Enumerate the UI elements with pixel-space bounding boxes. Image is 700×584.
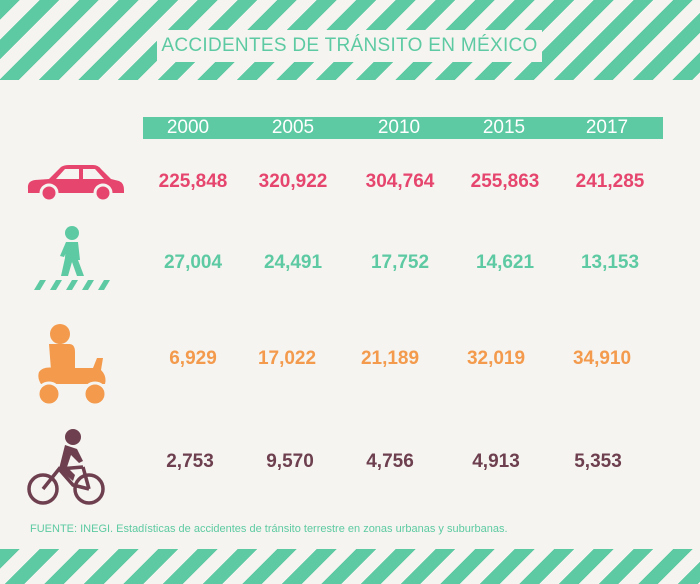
value-cell: 304,764 bbox=[365, 171, 435, 192]
year-header-bar: 2000 2005 2010 2015 2017 bbox=[143, 117, 663, 139]
value-cell: 32,019 bbox=[466, 348, 526, 369]
car-accidents-row: 225,848 320,922 304,764 255,863 241,285 bbox=[0, 155, 700, 215]
pedestrian-accidents-row: 27,004 24,491 17,752 14,621 13,153 bbox=[0, 222, 700, 292]
year-header: 2010 bbox=[377, 117, 421, 138]
car-icon bbox=[27, 165, 125, 203]
value-cell: 2,753 bbox=[166, 451, 214, 472]
value-cell: 13,153 bbox=[580, 252, 640, 273]
bottom-stripe-band bbox=[0, 549, 700, 584]
value-cell: 27,004 bbox=[163, 252, 223, 273]
value-cell: 4,913 bbox=[472, 451, 520, 472]
year-header: 2015 bbox=[482, 117, 526, 138]
motorcycle-accidents-row: 6,929 17,022 21,189 32,019 34,910 bbox=[0, 318, 700, 408]
value-cell: 6,929 bbox=[169, 348, 217, 369]
value-cell: 241,285 bbox=[575, 171, 645, 192]
value-cell: 4,756 bbox=[366, 451, 414, 472]
value-cell: 14,621 bbox=[475, 252, 535, 273]
value-cell: 255,863 bbox=[470, 171, 540, 192]
bicycle-icon bbox=[27, 429, 105, 505]
bicycle-accidents-row: 2,753 9,570 4,756 4,913 5,353 bbox=[0, 425, 700, 510]
title-box: ACCIDENTES DE TRÁNSITO EN MÉXICO bbox=[157, 30, 542, 62]
value-cell: 24,491 bbox=[263, 252, 323, 273]
value-cell: 17,022 bbox=[257, 348, 317, 369]
pedestrian-icon bbox=[34, 226, 110, 290]
value-cell: 34,910 bbox=[572, 348, 632, 369]
source-note: FUENTE: INEGI. Estadísticas de accidente… bbox=[30, 523, 508, 535]
motorcycle-icon bbox=[36, 324, 108, 406]
value-cell: 17,752 bbox=[370, 252, 430, 273]
value-cell: 9,570 bbox=[266, 451, 314, 472]
value-cell: 21,189 bbox=[360, 348, 420, 369]
value-cell: 225,848 bbox=[158, 171, 228, 192]
value-cell: 5,353 bbox=[574, 451, 622, 472]
year-header: 2005 bbox=[271, 117, 315, 138]
year-header: 2017 bbox=[585, 117, 629, 138]
year-header: 2000 bbox=[166, 117, 210, 138]
page-title: ACCIDENTES DE TRÁNSITO EN MÉXICO bbox=[161, 35, 538, 56]
value-cell: 320,922 bbox=[258, 171, 328, 192]
